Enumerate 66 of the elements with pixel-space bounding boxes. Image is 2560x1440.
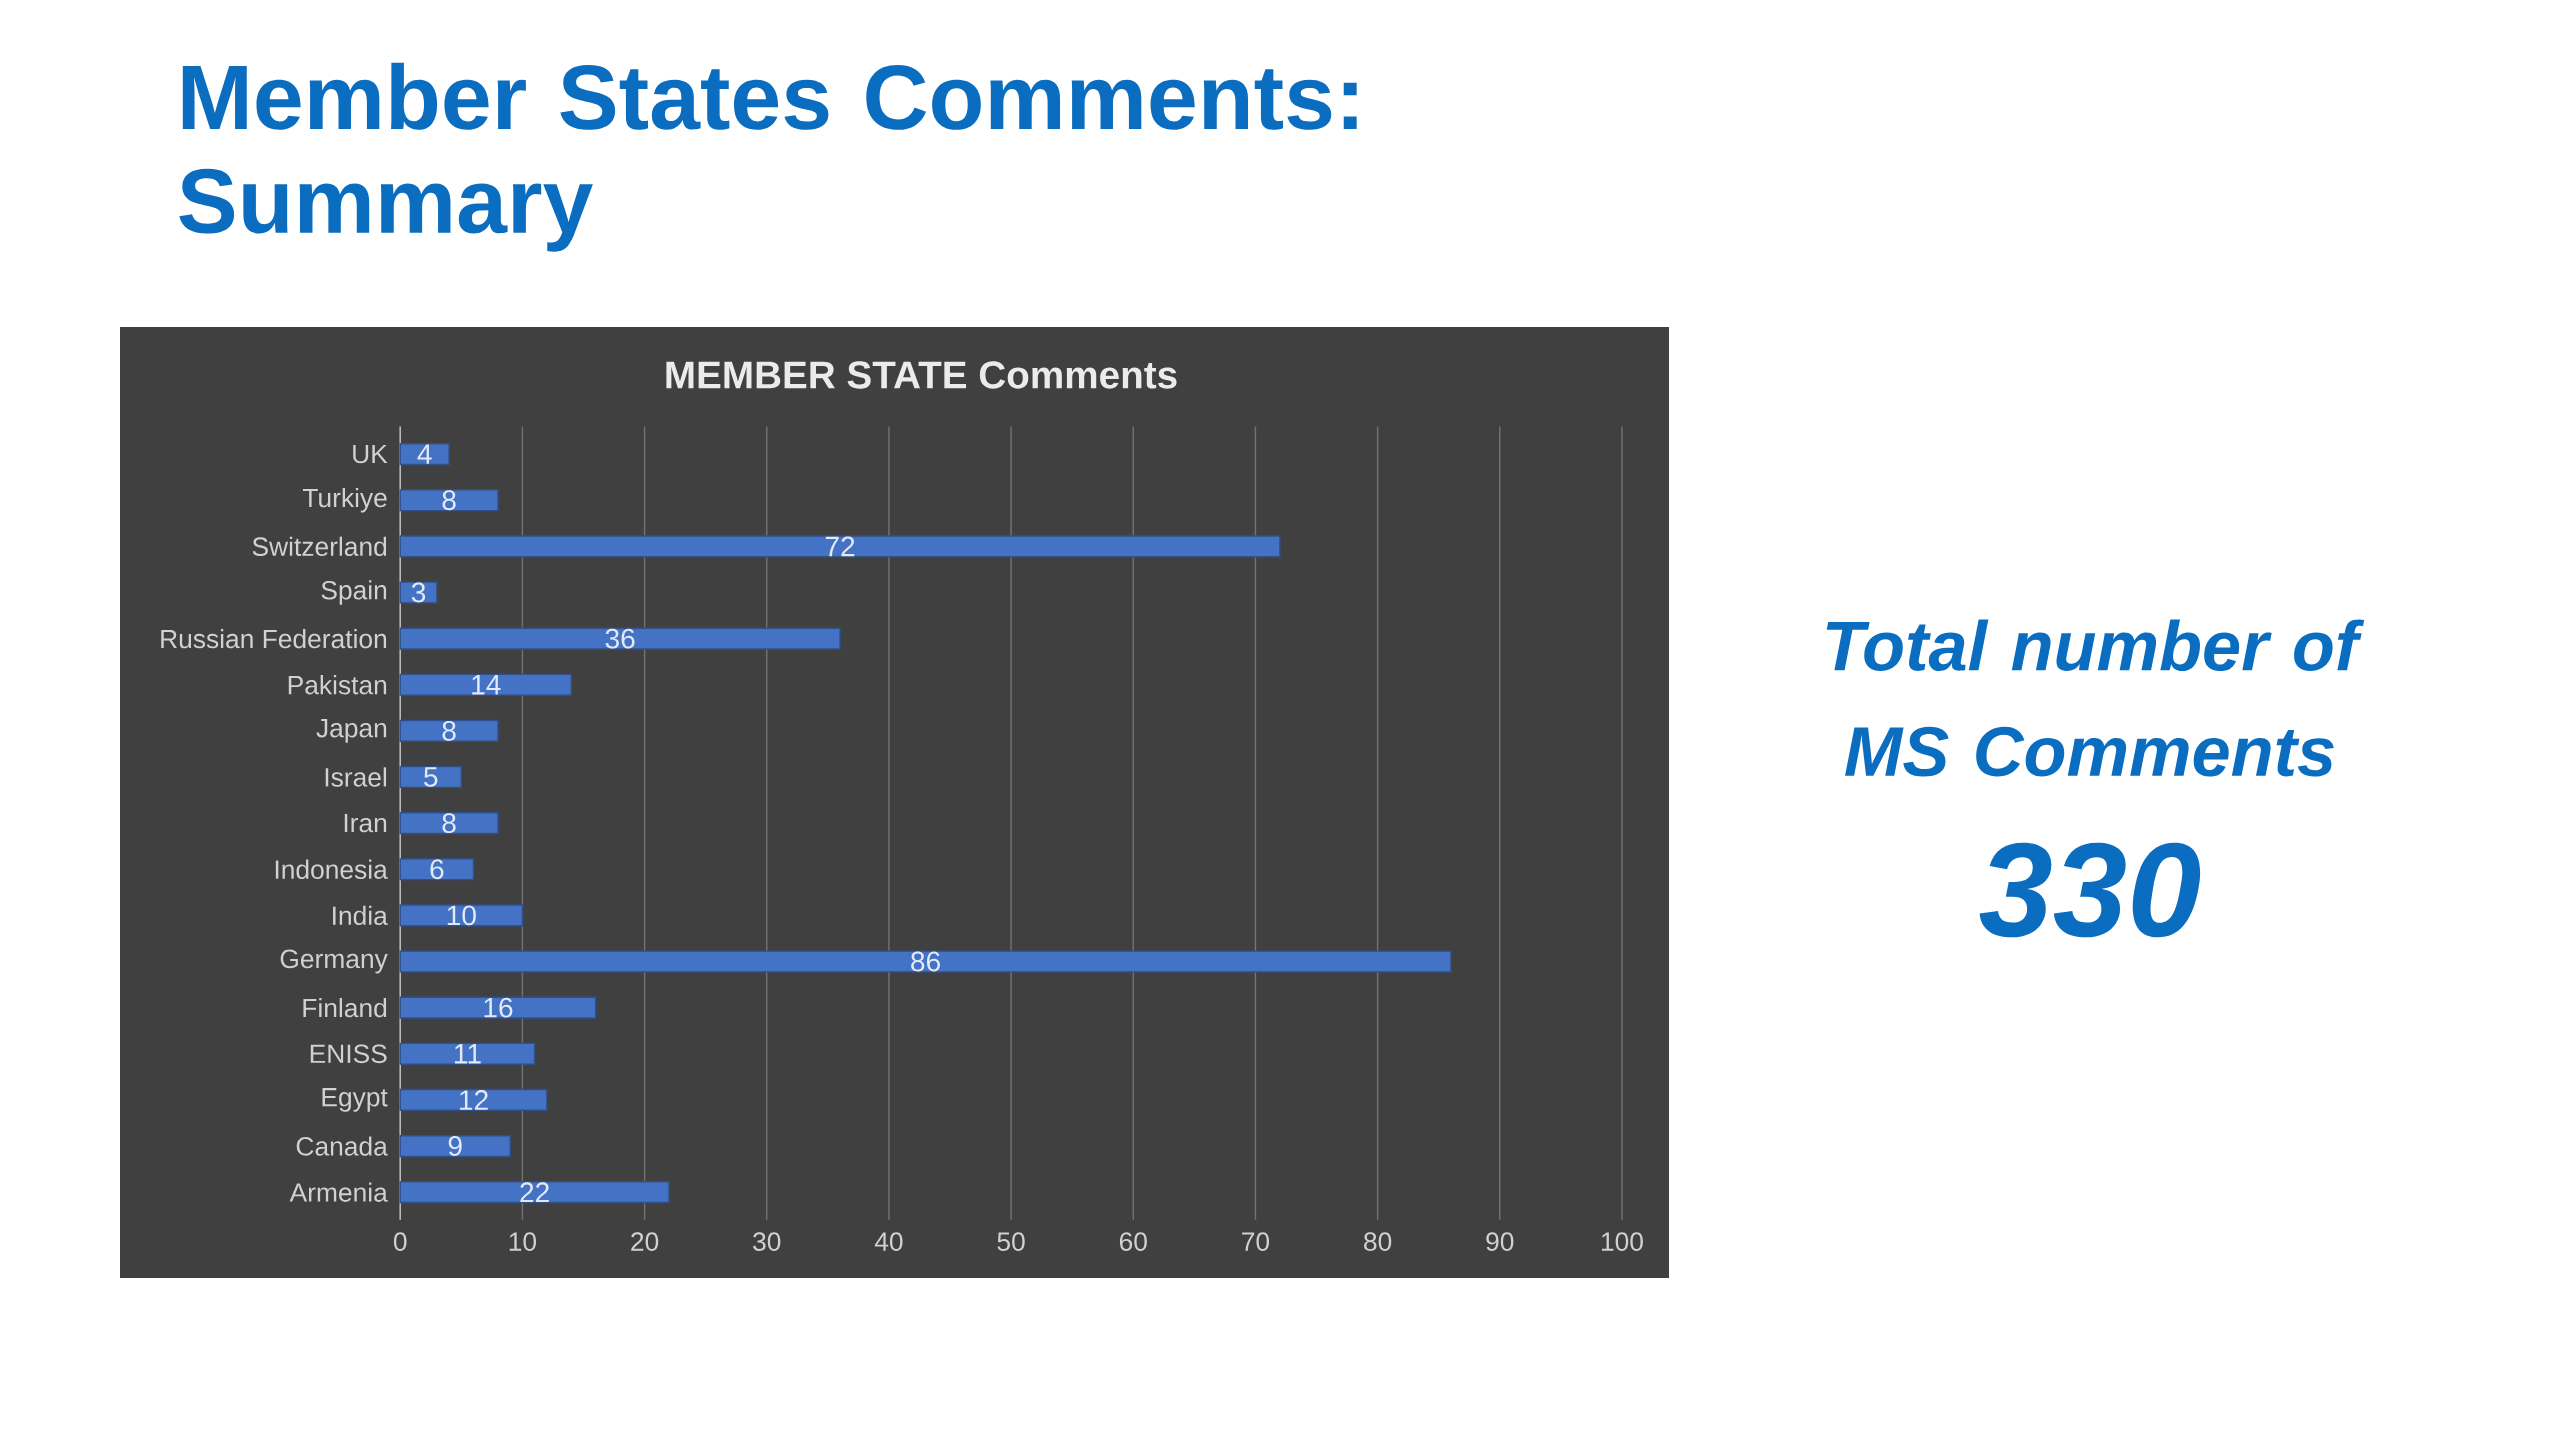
data-label: 8	[442, 720, 456, 741]
data-label: 9	[448, 1136, 462, 1157]
bar	[399, 904, 524, 927]
text: Total number of MS Comments	[1826, 619, 2365, 777]
bar	[399, 719, 499, 742]
data-label: 72	[825, 536, 855, 557]
data-label: 3	[411, 582, 426, 603]
x-tick-label: 80	[1364, 1232, 1392, 1251]
y-tick-label: Canada	[296, 1136, 388, 1156]
data-label: 16	[484, 997, 513, 1018]
y-tick-label: India	[333, 905, 388, 926]
y-tick-label: ENISS	[310, 1044, 387, 1064]
x-tick-label: 40	[874, 1232, 903, 1251]
data-label: 14	[472, 675, 501, 695]
bar	[399, 858, 475, 881]
y-tick-label: Switzerland	[252, 536, 387, 557]
y-tick-label: Egypt	[322, 1088, 388, 1112]
bar	[399, 1134, 511, 1158]
bar	[399, 1181, 670, 1204]
data-label: 36	[605, 628, 635, 649]
x-tick-label: 20	[631, 1232, 659, 1251]
bar	[399, 950, 1452, 973]
data-label: 6	[430, 859, 444, 880]
bar	[399, 673, 572, 696]
data-label: 8	[442, 490, 456, 511]
bar	[399, 1088, 548, 1112]
bar	[399, 765, 463, 789]
bar	[399, 1042, 536, 1065]
y-tick-label: Armenia	[289, 1182, 388, 1202]
text: 330	[1979, 842, 2201, 938]
x-tick-label: 100	[1601, 1232, 1643, 1251]
data-label: 86	[911, 951, 940, 972]
chart-subtitle: MEMBER STATE Comments	[666, 361, 1177, 389]
x-tick-label: 30	[753, 1232, 781, 1251]
data-label: 5	[424, 767, 438, 787]
y-tick-label: Turkiye	[302, 487, 387, 513]
y-tick-label: Japan	[316, 719, 387, 743]
y-tick-label: Pakistan	[288, 675, 387, 695]
y-tick-label: Indonesia	[275, 859, 388, 879]
x-tick-label: 70	[1242, 1232, 1270, 1251]
data-label: 11	[454, 1044, 481, 1064]
bar	[399, 443, 450, 466]
data-label: 4	[417, 444, 432, 464]
x-tick-label: 10	[509, 1232, 537, 1251]
data-label: 22	[520, 1182, 549, 1203]
bar	[399, 535, 1281, 558]
y-tick-label: Germany	[280, 949, 388, 974]
data-label: 12	[460, 1090, 488, 1110]
y-tick-label: UK	[353, 444, 388, 464]
y-tick-label: Spain	[321, 580, 387, 605]
bar	[399, 489, 499, 512]
bar	[399, 996, 597, 1019]
bar	[399, 581, 438, 604]
y-tick-label: Iran	[344, 813, 387, 833]
chart-title: Member States Comments: Summary	[179, 62, 1357, 252]
bar	[399, 812, 499, 835]
data-label: 8	[442, 813, 456, 834]
x-tick-label: 50	[997, 1232, 1025, 1251]
bar	[399, 627, 841, 650]
y-tick-label: Finland	[303, 998, 387, 1018]
x-tick-label: 90	[1486, 1232, 1514, 1251]
x-tick-label: 0	[393, 1232, 407, 1251]
y-tick-label: Russian Federation	[161, 628, 387, 649]
x-tick-label: 60	[1119, 1232, 1147, 1251]
data-label: 10	[447, 905, 476, 926]
y-tick-label: Israel	[325, 767, 387, 787]
